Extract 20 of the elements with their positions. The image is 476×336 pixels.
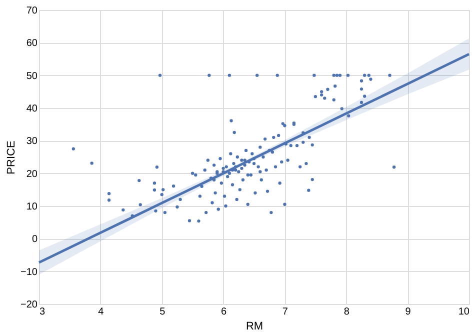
y-tick-label: 30	[26, 136, 38, 148]
x-tick-label: 6	[221, 306, 228, 318]
x-tick-label: 7	[282, 306, 288, 318]
x-tick-label: 3	[40, 306, 46, 318]
y-axis-title: PRICE	[6, 140, 18, 174]
y-tick-label: 20	[26, 168, 38, 180]
x-tick-label: 9	[405, 306, 412, 318]
x-axis-title: RM	[246, 320, 264, 332]
y-tick-label: 10	[26, 202, 38, 212]
y-tick-label: −10	[20, 266, 38, 278]
x-tick-label: 10	[458, 306, 470, 318]
y-tick-label: 60	[26, 38, 38, 50]
x-tick-label: 5	[160, 306, 166, 318]
y-tick-label: 50	[26, 70, 38, 82]
y-tick-label: 70	[26, 6, 38, 16]
y-tick-label: −20	[20, 300, 38, 310]
y-tick-label: 0	[32, 234, 38, 246]
x-tick-label: 8	[344, 306, 350, 318]
y-tick-label: 40	[26, 104, 38, 114]
x-tick-label: 4	[98, 306, 104, 318]
